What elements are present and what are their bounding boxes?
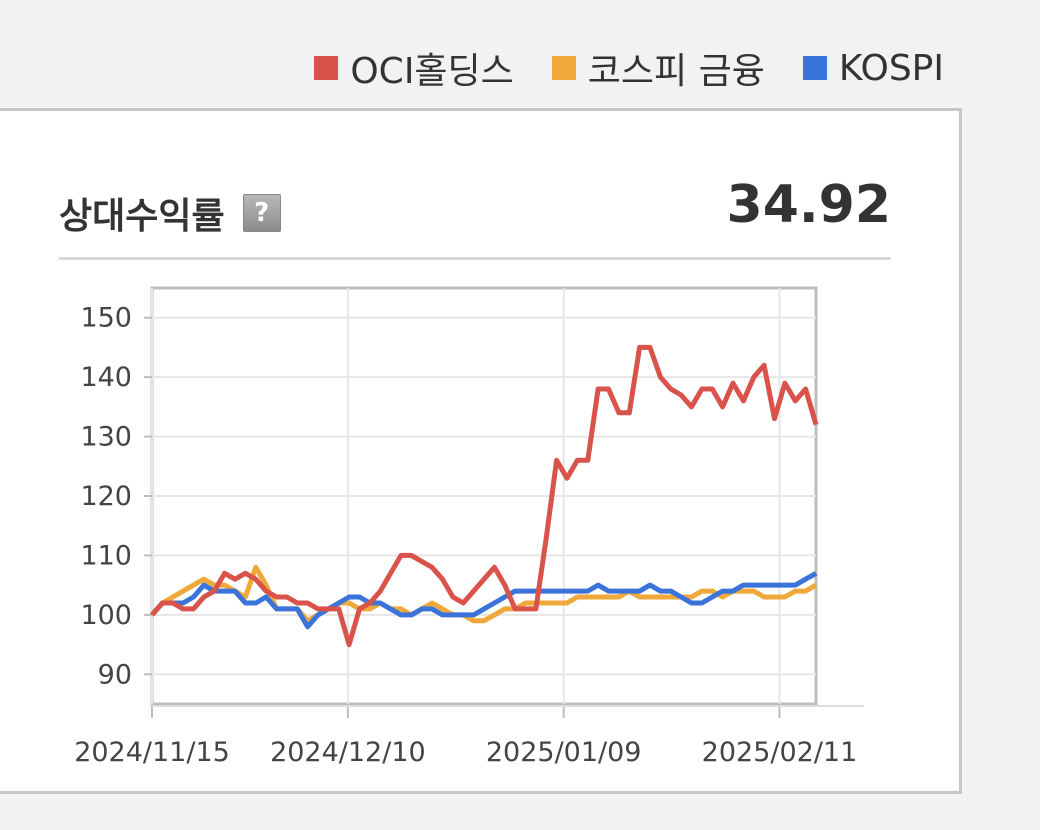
chart-axes: 90 100 110 120 130 140 150 2024/11/15 2024/12/10… [74,303,864,768]
panel-title-text: 상대수익률 [59,196,225,237]
relative-return-value: 34.92 [726,175,891,235]
legend-items: OCI홀딩스 코스피 금융 KOSPI [314,42,944,94]
y-tick-label: 90 [98,659,132,690]
legend: OCI홀딩스 코스피 금융 KOSPI [0,0,1040,108]
legend-label-kospi-finance: 코스피 금융 [587,51,765,92]
y-tick-label: 130 [80,422,132,453]
y-tick-label: 110 [80,540,132,571]
legend-swatch-kospi [802,56,827,80]
series-line-kospi-finance [150,564,818,624]
chart-grid [150,286,818,706]
y-tick-label: 120 [80,481,132,512]
series-line-kospi [150,571,818,630]
legend-swatch-oci [314,56,339,80]
panel-title: 상대수익률 ? [59,187,281,239]
panel-header: 상대수익률 ? 34.92 [59,167,891,260]
x-tick-label: 2024/11/15 [74,737,230,768]
legend-item-oci[interactable]: OCI홀딩스 [314,42,514,94]
legend-label-oci: OCI홀딩스 [350,51,514,92]
x-tick-label: 2024/12/10 [270,737,426,768]
x-tick-label: 2025/02/11 [702,737,858,768]
y-tick-label: 150 [80,303,132,334]
legend-item-kospi-finance[interactable]: 코스피 금융 [551,42,765,94]
legend-label-kospi: KOSPI [838,47,944,89]
legend-item-kospi[interactable]: KOSPI [802,47,944,89]
x-tick-label: 2025/01/09 [486,737,642,768]
series-line-oci [150,344,819,648]
y-tick-label: 140 [80,362,132,393]
help-icon[interactable]: ? [242,194,281,232]
chart-series [150,344,819,648]
legend-swatch-kospi-finance [551,56,576,80]
y-tick-label: 100 [80,600,132,631]
